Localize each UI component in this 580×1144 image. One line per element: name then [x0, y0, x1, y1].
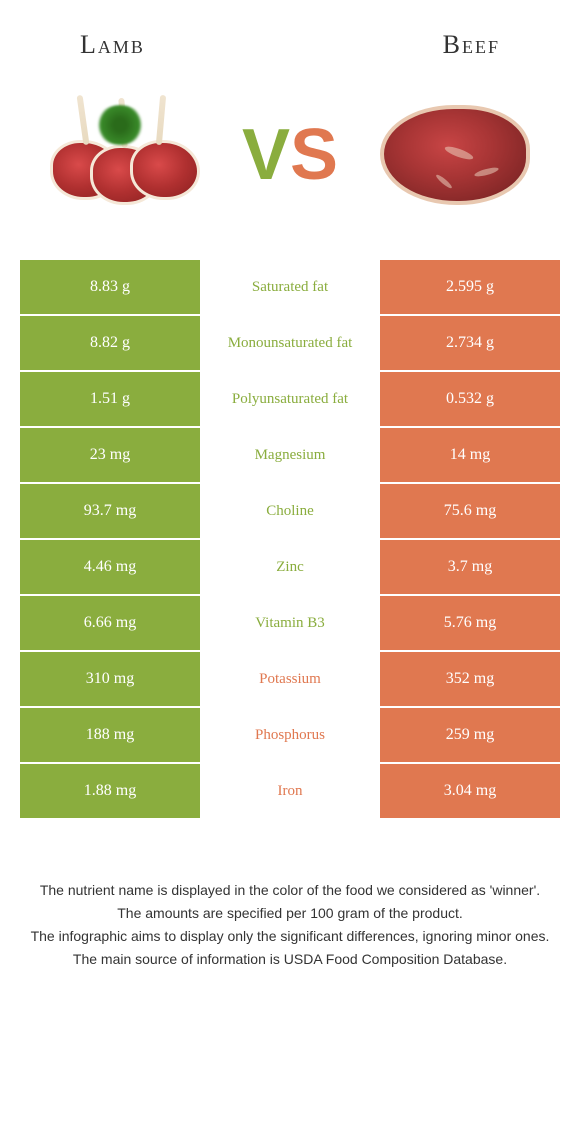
- nutrient-label: Polyunsaturated fat: [200, 372, 380, 426]
- images-row: VS: [20, 80, 560, 260]
- table-row: 23 mgMagnesium14 mg: [20, 428, 560, 484]
- beef-value: 2.595 g: [380, 260, 560, 314]
- footer-line: The main source of information is USDA F…: [30, 949, 550, 970]
- table-row: 93.7 mgCholine75.6 mg: [20, 484, 560, 540]
- header: Lamb Beef: [20, 20, 560, 80]
- table-row: 6.66 mgVitamin B35.76 mg: [20, 596, 560, 652]
- lamb-value: 1.51 g: [20, 372, 200, 426]
- lamb-value: 6.66 mg: [20, 596, 200, 650]
- vs-s: S: [290, 114, 338, 196]
- nutrient-label: Potassium: [200, 652, 380, 706]
- footer-line: The nutrient name is displayed in the co…: [30, 880, 550, 901]
- lamb-value: 8.83 g: [20, 260, 200, 314]
- beef-value: 3.7 mg: [380, 540, 560, 594]
- beef-value: 352 mg: [380, 652, 560, 706]
- table-row: 188 mgPhosphorus259 mg: [20, 708, 560, 764]
- table-row: 1.88 mgIron3.04 mg: [20, 764, 560, 820]
- nutrient-label: Magnesium: [200, 428, 380, 482]
- lamb-value: 1.88 mg: [20, 764, 200, 818]
- nutrient-label: Zinc: [200, 540, 380, 594]
- vs-label: VS: [242, 114, 338, 196]
- title-left: Lamb: [80, 30, 145, 60]
- table-row: 1.51 gPolyunsaturated fat0.532 g: [20, 372, 560, 428]
- lamb-value: 310 mg: [20, 652, 200, 706]
- beef-value: 3.04 mg: [380, 764, 560, 818]
- table-row: 8.83 gSaturated fat2.595 g: [20, 260, 560, 316]
- footer: The nutrient name is displayed in the co…: [20, 880, 560, 970]
- nutrient-label: Saturated fat: [200, 260, 380, 314]
- lamb-value: 93.7 mg: [20, 484, 200, 538]
- lamb-value: 4.46 mg: [20, 540, 200, 594]
- title-right: Beef: [443, 30, 500, 60]
- footer-line: The infographic aims to display only the…: [30, 926, 550, 947]
- beef-value: 5.76 mg: [380, 596, 560, 650]
- beef-value: 75.6 mg: [380, 484, 560, 538]
- beef-value: 259 mg: [380, 708, 560, 762]
- lamb-value: 23 mg: [20, 428, 200, 482]
- beef-value: 14 mg: [380, 428, 560, 482]
- lamb-value: 188 mg: [20, 708, 200, 762]
- nutrient-label: Iron: [200, 764, 380, 818]
- footer-line: The amounts are specified per 100 gram o…: [30, 903, 550, 924]
- lamb-value: 8.82 g: [20, 316, 200, 370]
- nutrient-label: Choline: [200, 484, 380, 538]
- table-row: 8.82 gMonounsaturated fat2.734 g: [20, 316, 560, 372]
- beef-value: 0.532 g: [380, 372, 560, 426]
- beef-value: 2.734 g: [380, 316, 560, 370]
- table-row: 4.46 mgZinc3.7 mg: [20, 540, 560, 596]
- nutrient-label: Phosphorus: [200, 708, 380, 762]
- nutrient-label: Monounsaturated fat: [200, 316, 380, 370]
- beef-image: [370, 95, 540, 215]
- table-row: 310 mgPotassium352 mg: [20, 652, 560, 708]
- vs-v: V: [242, 114, 290, 196]
- nutrient-table: 8.83 gSaturated fat2.595 g8.82 gMonounsa…: [20, 260, 560, 820]
- lamb-image: [40, 90, 210, 220]
- nutrient-label: Vitamin B3: [200, 596, 380, 650]
